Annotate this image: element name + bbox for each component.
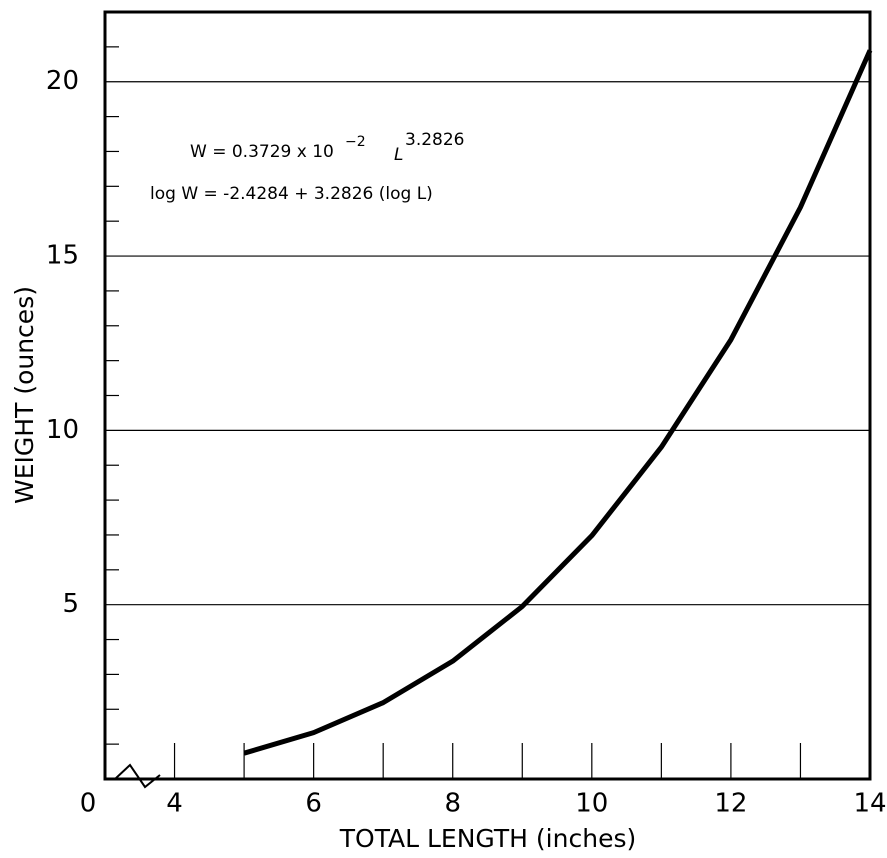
y-tick-label: 15	[46, 241, 79, 271]
plot-frame	[103, 10, 872, 781]
x-tick-label: 10	[575, 789, 608, 819]
data-line	[243, 49, 873, 756]
equation-log: log W = -2.4284 + 3.2826 (log L)	[150, 184, 433, 204]
y-axis-title: WEIGHT (ounces)	[10, 286, 39, 504]
x-axis-title: TOTAL LENGTH (inches)	[339, 824, 636, 853]
equation-base: W = 0.3729 x 10	[190, 142, 334, 162]
x-tick-label: 4	[166, 789, 183, 819]
equation-power: 3.2826	[405, 130, 464, 150]
y-tick-label: 20	[46, 66, 79, 96]
x-tick-label: 6	[305, 789, 322, 819]
x-tick-label: 12	[714, 789, 747, 819]
y-tick-label: 5	[62, 589, 79, 619]
x-tick-label: 8	[444, 789, 461, 819]
axis-break	[114, 763, 161, 789]
x-tick-label: 14	[853, 789, 886, 819]
equation-exponent: −2	[345, 134, 366, 150]
equation-variable: L	[394, 145, 403, 165]
origin-label: 0	[80, 789, 97, 819]
y-tick-label: 10	[46, 415, 79, 445]
